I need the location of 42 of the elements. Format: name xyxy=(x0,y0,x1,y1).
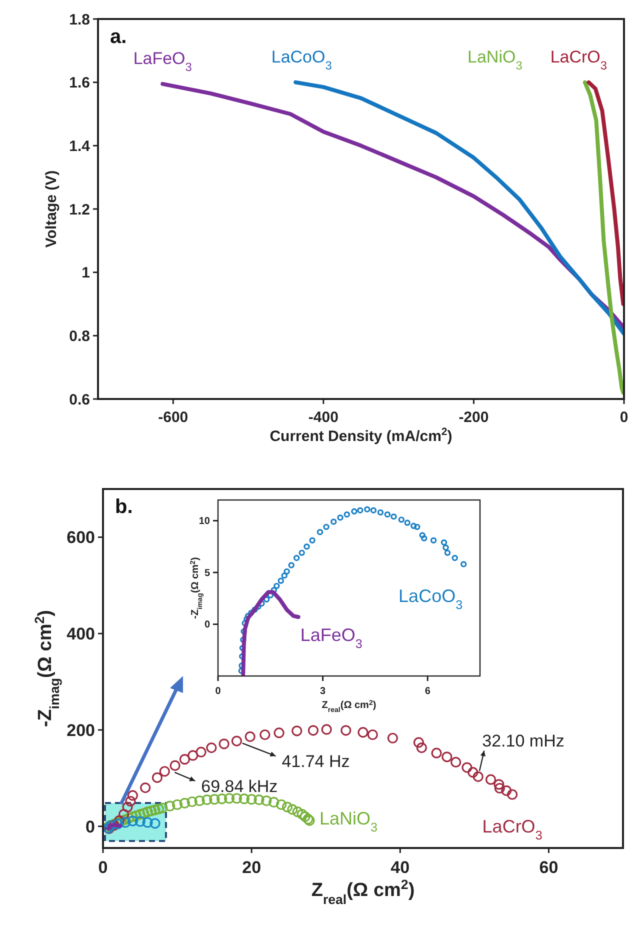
y-tick-label: 5 xyxy=(204,568,210,579)
y-tick-label: 1.2 xyxy=(69,201,90,218)
annotation: 41.74 Hz xyxy=(282,752,350,772)
y-tick-label: 0.6 xyxy=(69,391,90,408)
y-tick-label: 600 xyxy=(66,528,95,548)
x-tick-label: 0 xyxy=(215,686,222,697)
x-tick-label: 3 xyxy=(320,686,326,697)
annotation: 69.84 kHz xyxy=(201,776,278,796)
y-tick-label: 1 xyxy=(82,264,90,282)
series-label: LaCrO$_{3}$ xyxy=(550,47,608,72)
y-tick-label: 10 xyxy=(198,516,210,528)
y-tick-label: 0 xyxy=(204,620,210,631)
x-tick-label: 0 xyxy=(620,409,628,426)
y-tick-label: 0 xyxy=(86,817,95,836)
annotation: 32.10 mHz xyxy=(482,732,564,751)
x-axis-title: Z$_{real}$(Ω cm$^{2}$) xyxy=(322,700,376,714)
y-tick-label: 1.6 xyxy=(69,74,90,92)
x-tick-label: 60 xyxy=(539,858,558,877)
series-label: LaCoO$_{3}$ xyxy=(398,586,463,612)
y-tick-label: 0.8 xyxy=(69,328,90,345)
series-label: LaFeO$_{3}$ xyxy=(133,48,192,74)
x-tick-label: 40 xyxy=(390,858,410,877)
y-axis-title: Voltage (V) xyxy=(43,170,60,248)
y-tick-label: 200 xyxy=(66,720,95,740)
chart-title: b. xyxy=(115,496,133,518)
series-label: LaFeO$_{3}$ xyxy=(300,624,362,651)
y-tick-label: 1.8 xyxy=(69,11,90,28)
y-tick-label: 400 xyxy=(66,624,95,644)
x-tick-label: 6 xyxy=(424,686,431,697)
x-tick-label: -400 xyxy=(308,409,338,426)
series-label: LaCrO$_{3}$ xyxy=(482,816,542,843)
x-tick-label: 20 xyxy=(242,858,262,877)
series-label: LaCoO$_{3}$ xyxy=(271,47,332,72)
x-axis-title: Z$_{real}$(Ω cm$^{2}$) xyxy=(311,876,415,906)
chart-title: a. xyxy=(110,26,127,48)
x-tick-label: 0 xyxy=(98,858,108,877)
text: LaNiO$_{3}$ xyxy=(468,47,523,72)
x-axis-title: Current Density (mA/cm$^{2}$) xyxy=(270,426,452,445)
x-tick-label: -200 xyxy=(458,409,489,426)
x-tick-label: -600 xyxy=(158,409,188,426)
y-tick-label: 1.4 xyxy=(69,138,91,155)
series-label: LaNiO$_{3}$ xyxy=(320,808,378,835)
